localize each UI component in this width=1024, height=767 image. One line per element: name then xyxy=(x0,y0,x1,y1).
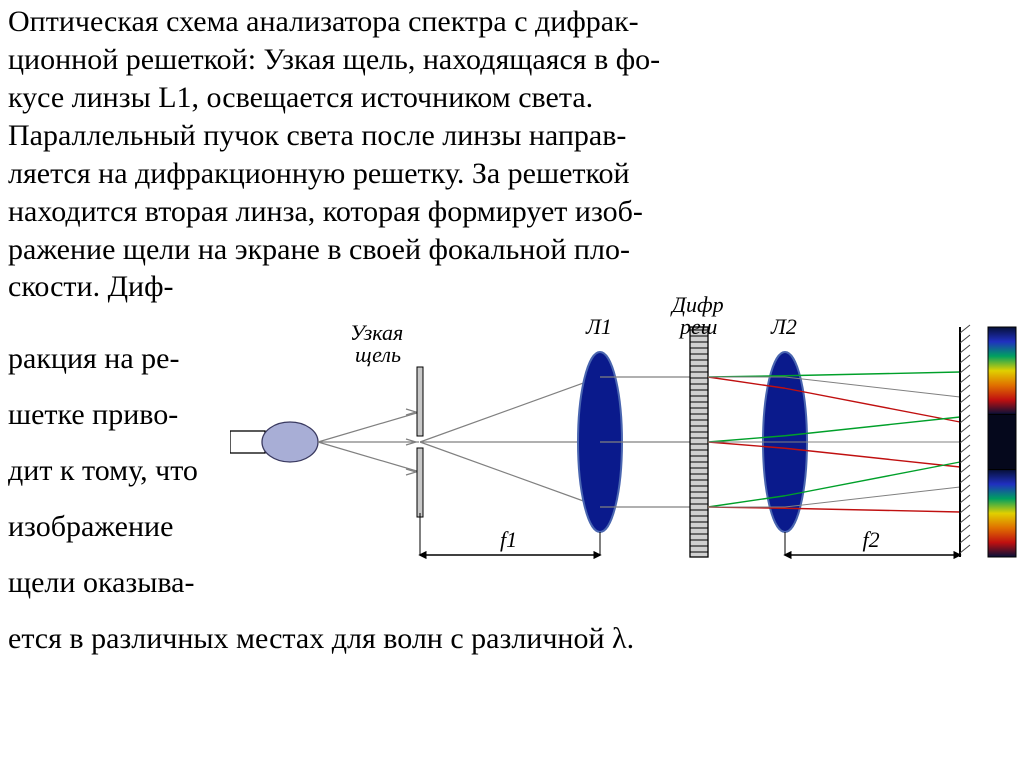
body-text-line: ционной решеткой: Узкая щель, находящаяс… xyxy=(8,42,660,77)
body-text-line: дит к тому, что xyxy=(8,453,198,488)
body-text-line: щели оказыва- xyxy=(8,565,194,600)
label-grating2: реш xyxy=(680,314,717,340)
body-text-line: Параллельный пучок света после линзы нап… xyxy=(8,118,626,153)
body-text-line: находится вторая линза, которая формируе… xyxy=(8,194,643,229)
body-text-line: ракция на ре- xyxy=(8,341,179,376)
label-lens1: Л1 xyxy=(586,314,612,340)
label-slit2: щель xyxy=(355,342,401,368)
label-f2: f2 xyxy=(863,527,880,553)
body-text-line: шетке приво- xyxy=(8,397,178,432)
body-text-line: ется в различных местах для волн с разли… xyxy=(8,621,634,656)
label-f1: f1 xyxy=(500,527,517,553)
body-text-line: кусе линзы L1, освещается источником све… xyxy=(8,80,593,115)
body-text-line: ляется на дифракционную решетку. За реше… xyxy=(8,156,630,191)
body-text-line: Оптическая схема анализатора спектра с д… xyxy=(8,4,639,39)
label-lens2: Л2 xyxy=(771,314,797,340)
body-text-line: скости. Диф- xyxy=(8,269,174,304)
body-text-line: изображение xyxy=(8,509,173,544)
optical-diagram xyxy=(230,262,1018,610)
